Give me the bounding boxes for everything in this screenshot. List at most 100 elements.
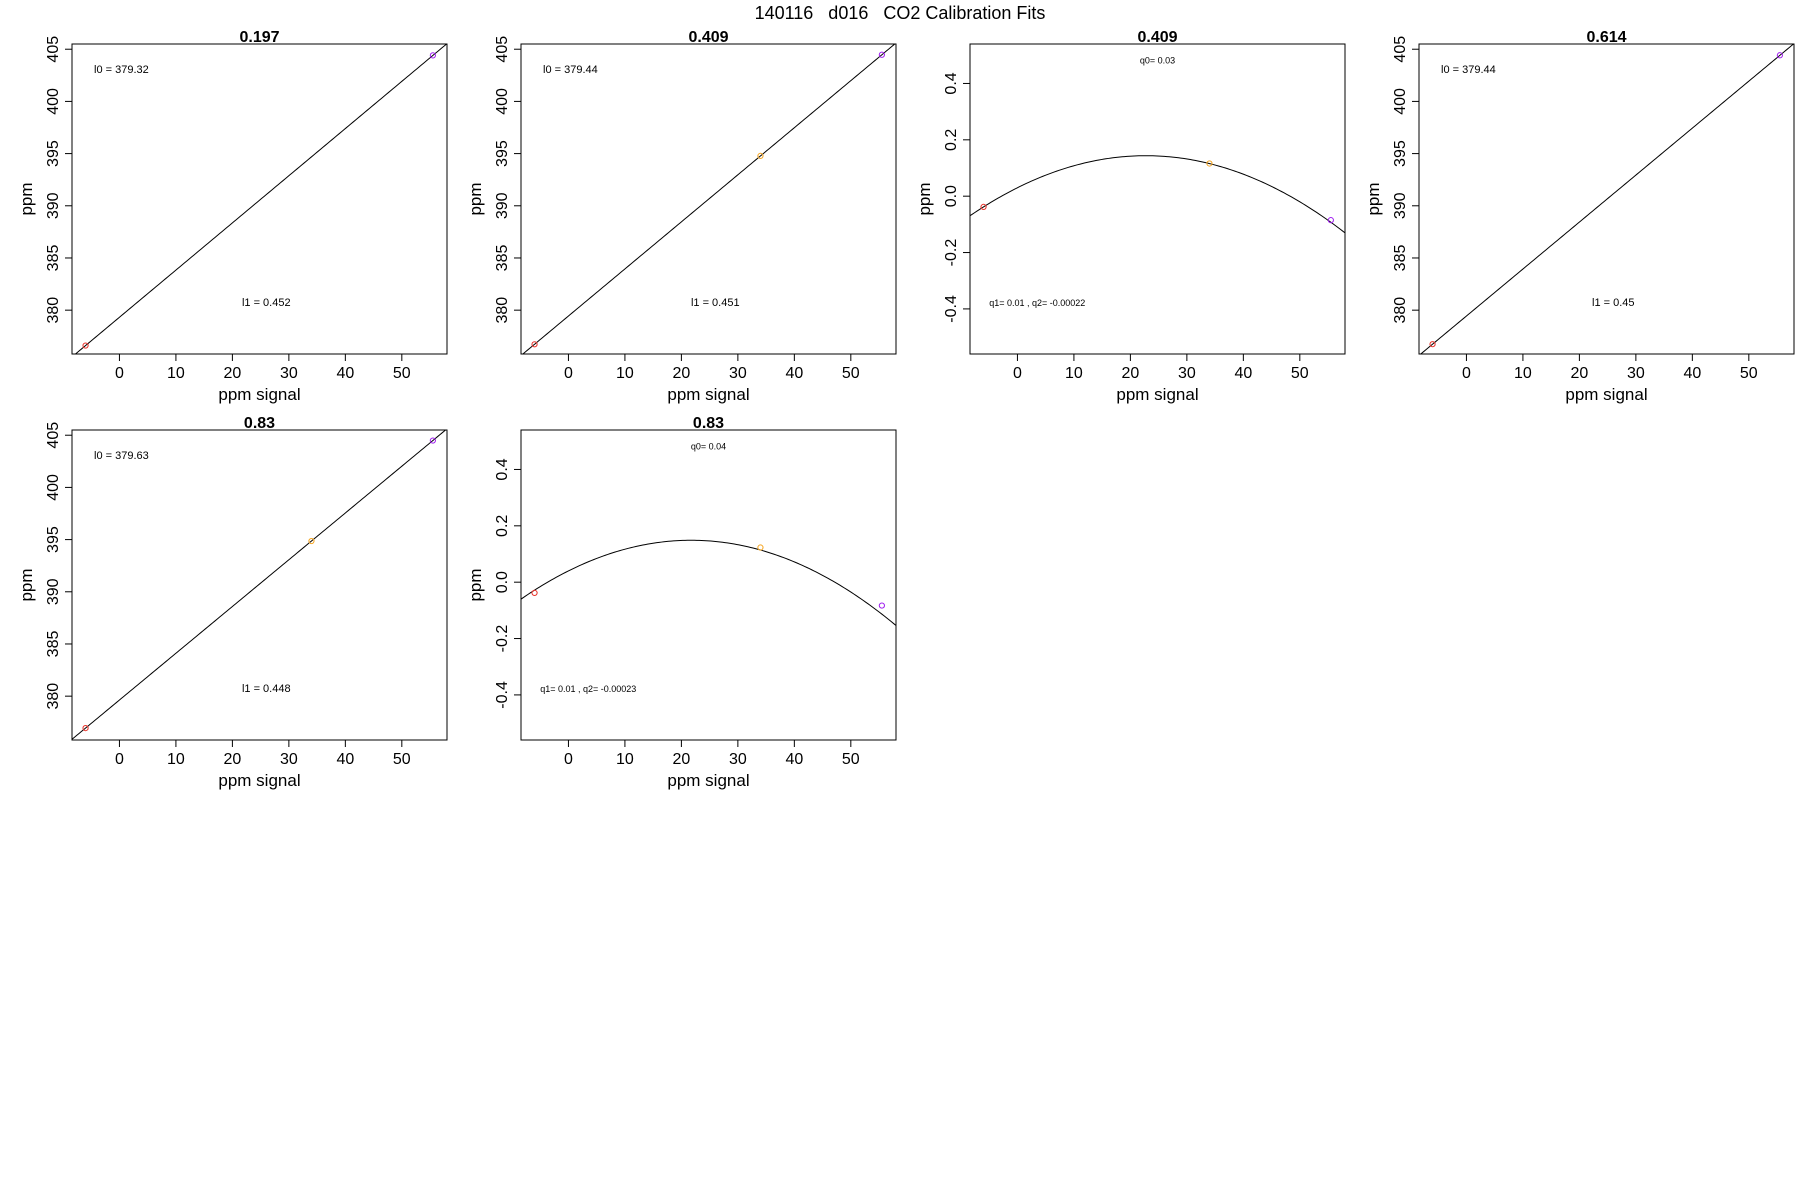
y-tick-label: 400: [45, 474, 62, 501]
panel-2: 0.409 0 10 20 30 40 50 380 385 390 395 400 405 ppm si…: [466, 29, 897, 404]
x-tick-label: 30: [280, 751, 298, 768]
fit-annotation: l1 = 0.452: [242, 297, 291, 309]
y-tick-label: 385: [494, 245, 511, 272]
x-tick-label: 0: [115, 751, 124, 768]
y-tick-label: 380: [45, 683, 62, 710]
data-point: [82, 725, 89, 732]
x-axis-label: ppm signal: [667, 385, 749, 404]
panel-title: 0.409: [688, 29, 728, 46]
x-tick-label: 0: [1013, 365, 1022, 382]
fit-line: [522, 44, 896, 354]
y-tick-label: 0.4: [943, 72, 960, 94]
x-axis-label: ppm signal: [218, 385, 300, 404]
data-point: [308, 537, 315, 545]
x-tick-label: 40: [1683, 365, 1701, 382]
y-tick-label: 380: [1392, 297, 1409, 324]
x-tick-label: 20: [1121, 365, 1139, 382]
panel-6: 0.83 0 10 20 30 40 50 -0.4 -0.2 0.0 0.2 0.4 ppm sign…: [466, 415, 897, 790]
y-tick-label: 400: [45, 88, 62, 115]
data-point: [429, 437, 436, 444]
plot-frame: [520, 429, 897, 741]
x-tick-label: 0: [1462, 365, 1471, 382]
fit-annotation: q0= 0.04: [691, 442, 726, 452]
y-tick-label: 390: [45, 578, 62, 605]
plot-frame: [71, 429, 448, 741]
data-point: [1776, 52, 1783, 59]
y-tick-label: 400: [494, 88, 511, 115]
y-axis-label: ppm: [466, 568, 485, 601]
panel-title: 0.83: [693, 415, 724, 432]
x-tick-label: 20: [672, 751, 690, 768]
data-point: [531, 589, 538, 596]
y-tick-label: 395: [1392, 140, 1409, 167]
y-axis-label: ppm: [1364, 182, 1383, 215]
panel-5: 0.83 0 10 20 30 40 50 380 385 390 395 400 405 ppm sig…: [17, 415, 448, 790]
y-tick-label: 405: [1392, 36, 1409, 63]
data-point: [757, 152, 764, 159]
y-tick-label: 0.2: [494, 515, 511, 537]
y-tick-label: 390: [494, 192, 511, 219]
y-tick-label: 390: [45, 192, 62, 219]
x-tick-label: 40: [336, 751, 354, 768]
x-tick-label: 20: [223, 751, 241, 768]
data-point: [878, 51, 885, 58]
y-tick-label: 400: [1392, 88, 1409, 115]
x-tick-label: 30: [280, 365, 298, 382]
fit-annotation: q0= 0.03: [1140, 56, 1175, 66]
x-tick-label: 0: [115, 365, 124, 382]
panel-title: 0.83: [244, 415, 275, 432]
x-tick-label: 50: [1740, 365, 1758, 382]
x-axis-label: ppm signal: [667, 771, 749, 790]
x-tick-label: 40: [785, 365, 803, 382]
plot-frame: [1418, 43, 1795, 355]
fit-line: [970, 155, 1345, 234]
y-tick-label: 385: [45, 245, 62, 272]
x-tick-label: 30: [729, 751, 747, 768]
x-tick-label: 10: [1065, 365, 1083, 382]
y-tick-label: -0.4: [943, 295, 960, 323]
x-tick-label: 20: [223, 365, 241, 382]
x-tick-label: 20: [672, 365, 690, 382]
y-tick-label: -0.4: [494, 681, 511, 709]
fit-line: [72, 430, 447, 740]
panel-title: 0.197: [239, 29, 279, 46]
y-tick-label: -0.2: [494, 625, 511, 653]
y-axis-label: ppm: [17, 182, 36, 215]
y-tick-label: 395: [494, 140, 511, 167]
x-tick-label: 30: [729, 365, 747, 382]
plot-frame: [71, 43, 448, 355]
fit-annotation: l0 = 379.32: [94, 64, 149, 76]
x-tick-label: 40: [336, 365, 354, 382]
data-point: [1429, 341, 1436, 348]
x-tick-label: 30: [1627, 365, 1645, 382]
y-tick-label: 390: [1392, 192, 1409, 219]
y-tick-label: 0.4: [494, 458, 511, 480]
fit-line: [521, 539, 896, 626]
panel-3: 0.409 0 10 20 30 40 50 -0.4 -0.2 0.0 0.2 0.4 ppm sig…: [915, 29, 1346, 404]
x-tick-label: 20: [1570, 365, 1588, 382]
fit-annotation: q1= 0.01 , q2= -0.00022: [989, 298, 1085, 308]
y-tick-label: 380: [45, 297, 62, 324]
data-point: [878, 602, 885, 609]
y-tick-label: 405: [494, 36, 511, 63]
x-tick-label: 10: [1514, 365, 1532, 382]
fit-annotation: l0 = 379.44: [1441, 64, 1496, 76]
data-point: [980, 203, 987, 210]
plot-frame: [969, 43, 1346, 355]
fit-annotation: l1 = 0.45: [1592, 297, 1635, 309]
x-tick-label: 50: [393, 365, 411, 382]
x-tick-label: 50: [393, 751, 411, 768]
data-point: [531, 341, 538, 348]
panel-1: 0.197 0 10 20 30 40 50 380 385 390 395 400 405 ppm si…: [17, 29, 448, 404]
x-tick-label: 50: [1291, 365, 1309, 382]
fit-line: [74, 44, 447, 354]
x-tick-label: 40: [1234, 365, 1252, 382]
data-point: [82, 342, 89, 349]
x-tick-label: 30: [1178, 365, 1196, 382]
y-tick-label: 0.0: [943, 185, 960, 207]
x-tick-label: 0: [564, 365, 573, 382]
y-tick-label: 385: [45, 631, 62, 658]
fit-annotation: l0 = 379.63: [94, 450, 149, 462]
y-axis-label: ppm: [915, 182, 934, 215]
